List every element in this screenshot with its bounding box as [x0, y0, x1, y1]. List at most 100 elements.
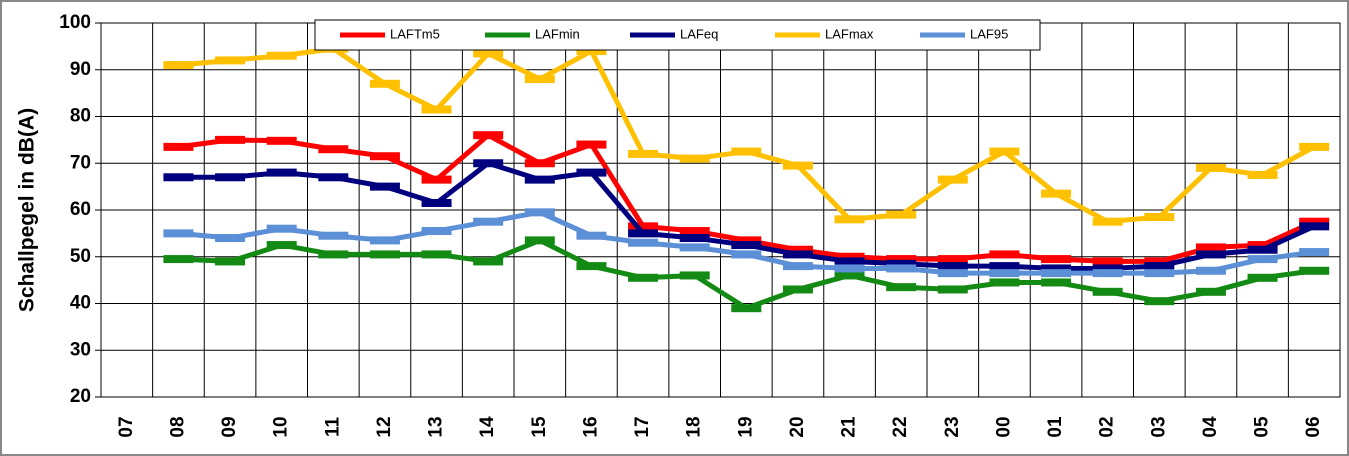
y-tick-label: 100 — [59, 12, 91, 33]
marker — [473, 217, 504, 226]
marker — [473, 159, 504, 168]
y-tick-label: 30 — [70, 339, 91, 360]
x-tick-label: 15 — [529, 416, 550, 438]
marker — [937, 175, 968, 184]
y-tick-label: 50 — [70, 246, 91, 267]
marker — [215, 135, 246, 144]
marker — [524, 75, 555, 84]
marker — [679, 227, 710, 236]
marker — [679, 234, 710, 243]
x-tick-label: 04 — [1200, 416, 1221, 438]
marker — [1247, 170, 1278, 179]
marker — [318, 173, 349, 182]
marker — [1299, 217, 1330, 226]
marker — [1195, 243, 1226, 252]
marker — [1247, 273, 1278, 282]
marker — [1041, 269, 1072, 278]
marker — [1092, 287, 1123, 296]
x-tick-label: 06 — [1303, 416, 1324, 437]
marker — [886, 264, 917, 273]
marker — [163, 142, 194, 151]
marker — [524, 236, 555, 245]
marker — [163, 61, 194, 70]
marker — [369, 79, 400, 88]
marker — [318, 250, 349, 259]
marker — [266, 224, 297, 233]
marker — [473, 131, 504, 140]
marker — [421, 175, 452, 184]
marker — [421, 227, 452, 236]
marker — [731, 236, 762, 245]
marker — [576, 140, 607, 149]
legend-label: LAFTm5 — [390, 26, 440, 41]
marker — [782, 245, 813, 254]
marker — [1299, 222, 1330, 231]
marker — [266, 51, 297, 60]
marker — [1041, 264, 1072, 273]
marker — [576, 168, 607, 177]
marker — [1092, 264, 1123, 273]
x-tick-label: 16 — [580, 416, 601, 437]
marker — [834, 215, 865, 224]
x-tick-label: 12 — [374, 416, 395, 437]
x-tick-label: 23 — [942, 416, 963, 437]
x-tick-label: 22 — [890, 416, 911, 437]
y-tick-label: 80 — [70, 106, 91, 127]
marker — [473, 49, 504, 58]
x-tick-label: 11 — [322, 417, 343, 438]
marker — [989, 250, 1020, 259]
y-tick-label: 90 — [70, 59, 91, 80]
y-tick-label: 70 — [70, 152, 91, 173]
marker — [782, 161, 813, 170]
marker — [524, 175, 555, 184]
marker — [1041, 255, 1072, 264]
x-tick-label: 02 — [1097, 416, 1118, 437]
x-tick-label: 14 — [477, 416, 498, 438]
marker — [782, 285, 813, 294]
marker — [1299, 248, 1330, 257]
marker — [1144, 257, 1175, 266]
x-tick-label: 01 — [1045, 416, 1066, 438]
marker — [524, 159, 555, 168]
marker — [1092, 269, 1123, 278]
marker — [679, 271, 710, 280]
legend-label: LAFmax — [825, 26, 874, 41]
marker — [782, 250, 813, 259]
marker — [886, 210, 917, 219]
x-tick-label: 08 — [167, 416, 188, 437]
marker — [421, 198, 452, 207]
marker — [1144, 262, 1175, 271]
x-tick-label: 00 — [993, 416, 1014, 437]
marker — [576, 262, 607, 271]
x-tick-label: 09 — [219, 416, 240, 437]
marker — [215, 257, 246, 266]
marker — [731, 250, 762, 259]
marker — [421, 250, 452, 259]
x-tick-label: 17 — [632, 416, 653, 437]
marker — [989, 278, 1020, 287]
marker — [369, 152, 400, 161]
marker — [834, 252, 865, 261]
marker — [937, 262, 968, 271]
marker — [1247, 241, 1278, 250]
marker — [1299, 266, 1330, 275]
marker — [937, 255, 968, 264]
y-tick-label: 60 — [70, 199, 91, 220]
marker — [886, 283, 917, 292]
marker — [215, 173, 246, 182]
marker — [318, 231, 349, 240]
marker — [1247, 255, 1278, 264]
marker — [1092, 257, 1123, 266]
marker — [1092, 217, 1123, 226]
marker — [731, 147, 762, 156]
marker — [731, 241, 762, 250]
marker — [989, 147, 1020, 156]
marker — [1041, 278, 1072, 287]
marker — [628, 273, 659, 282]
marker — [421, 105, 452, 114]
x-tick-label: 03 — [1148, 416, 1169, 437]
x-tick-label: 20 — [787, 416, 808, 437]
marker — [576, 47, 607, 56]
legend-label: LAFeq — [680, 26, 718, 41]
marker — [163, 229, 194, 238]
